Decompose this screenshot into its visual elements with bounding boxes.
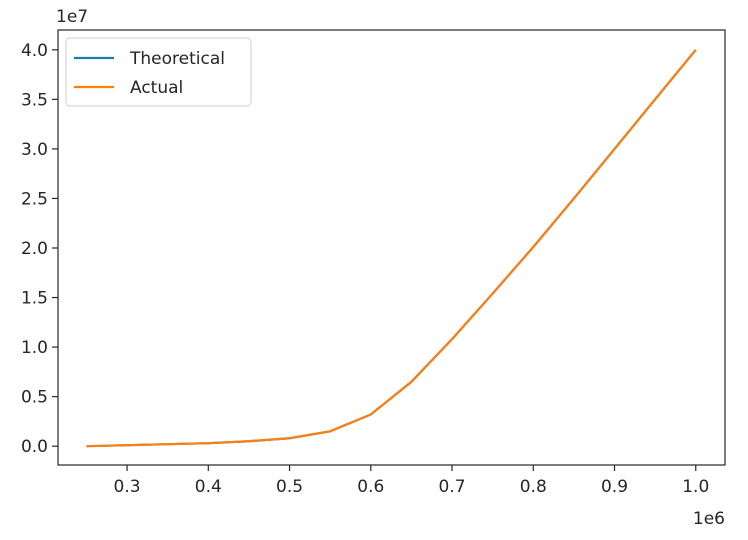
y-tick-label: 1.0 — [21, 338, 48, 358]
y-offset-label: 1e7 — [56, 7, 88, 27]
y-tick-label: 3.0 — [21, 140, 48, 160]
x-tick-label: 1.0 — [682, 477, 709, 497]
y-tick-label: 2.0 — [21, 239, 48, 259]
x-tick-label: 0.4 — [195, 477, 222, 497]
y-tick-label: 0.0 — [21, 437, 48, 457]
x-tick-label: 0.7 — [439, 477, 466, 497]
x-tick-label: 0.3 — [114, 477, 141, 497]
y-tick-label: 0.5 — [21, 388, 48, 408]
x-tick-label: 0.5 — [276, 477, 303, 497]
legend-box — [65, 37, 252, 107]
y-tick-label: 3.5 — [21, 90, 48, 110]
line — [86, 49, 697, 448]
legend-label: Actual — [130, 78, 183, 98]
legend-label: Theoretical — [129, 49, 225, 69]
y-tick-label: 1.5 — [21, 289, 48, 309]
y-tick-label: 2.5 — [21, 189, 48, 209]
x-tick-label: 0.8 — [520, 477, 547, 497]
axes-frame — [57, 29, 726, 466]
y-tick-label: 4.0 — [21, 41, 48, 61]
x-offset-label: 1e6 — [693, 509, 725, 529]
x-tick-label: 0.9 — [601, 477, 628, 497]
x-tick-label: 0.6 — [357, 477, 384, 497]
